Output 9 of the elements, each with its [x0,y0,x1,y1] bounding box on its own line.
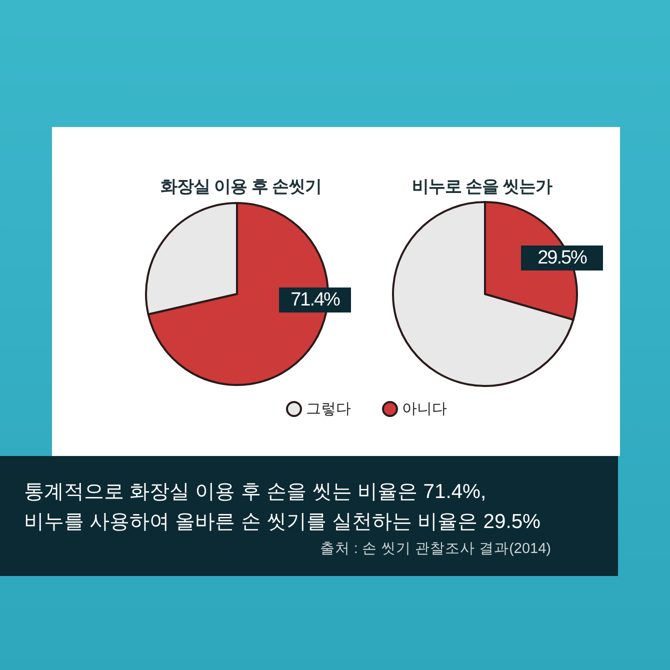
legend-label: 아니다 [402,400,447,418]
source-note: 출처 : 손 씻기 관찰조사 결과(2014) [320,541,551,557]
chart-title: 화장실 이용 후 손씻기 [160,177,322,196]
chart-title: 비누로 손을 씻는가 [412,177,553,196]
data-label: 29.5% [538,248,588,268]
data-label: 71.4% [290,290,341,310]
text: 통계적으로 화장실 이용 후 손을 씻는 비율은 71.4%, [24,481,486,503]
legend-label: 그렇다 [306,400,351,418]
text: 비누를 사용하여 올바른 손 씻기를 실천하는 비율은 29.5% [24,511,541,533]
